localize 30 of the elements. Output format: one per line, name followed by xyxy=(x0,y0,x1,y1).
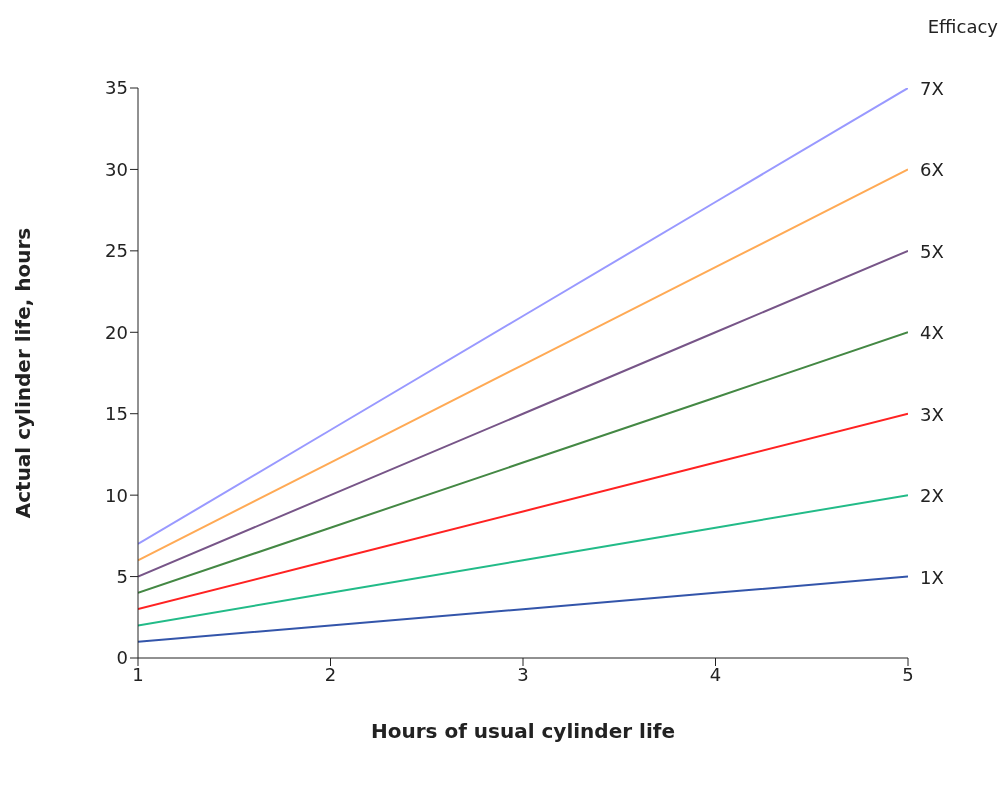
y-tick-label: 0 xyxy=(116,647,128,669)
series-label: 5X xyxy=(920,240,944,262)
x-tick-label: 2 xyxy=(324,663,337,685)
line-series xyxy=(138,249,908,578)
line-series xyxy=(138,88,908,545)
line-series xyxy=(138,575,908,643)
series-label: 2X xyxy=(920,485,944,507)
x-tick-label: 4 xyxy=(709,663,722,685)
y-tick-label: 5 xyxy=(116,565,128,587)
x-tick-label: 5 xyxy=(902,663,914,685)
line-series xyxy=(138,494,908,627)
line-series xyxy=(138,331,908,594)
y-tick-label: 25 xyxy=(105,240,128,262)
series-label: 7X xyxy=(920,78,944,99)
x-axis-title: Hours of usual cylinder life xyxy=(370,719,676,743)
line-series xyxy=(138,412,908,611)
x-tick-label: 1 xyxy=(132,663,144,685)
y-tick-label: 35 xyxy=(105,77,128,99)
x-tick-label: 3 xyxy=(517,663,529,685)
y-tick-label: 20 xyxy=(105,321,128,343)
y-tick-label: 30 xyxy=(105,158,128,180)
y-tick-label: 10 xyxy=(105,484,128,506)
y-tick-label: 15 xyxy=(105,403,128,425)
series-label: 3X xyxy=(920,403,944,425)
y-axis-title: Actual cylinder life, hours xyxy=(11,227,36,519)
line-series xyxy=(138,168,908,562)
series-label: 6X xyxy=(920,159,944,181)
series-label: 1X xyxy=(920,566,944,588)
legend-title: Efficacy xyxy=(927,16,998,37)
series-label: 4X xyxy=(920,322,944,344)
